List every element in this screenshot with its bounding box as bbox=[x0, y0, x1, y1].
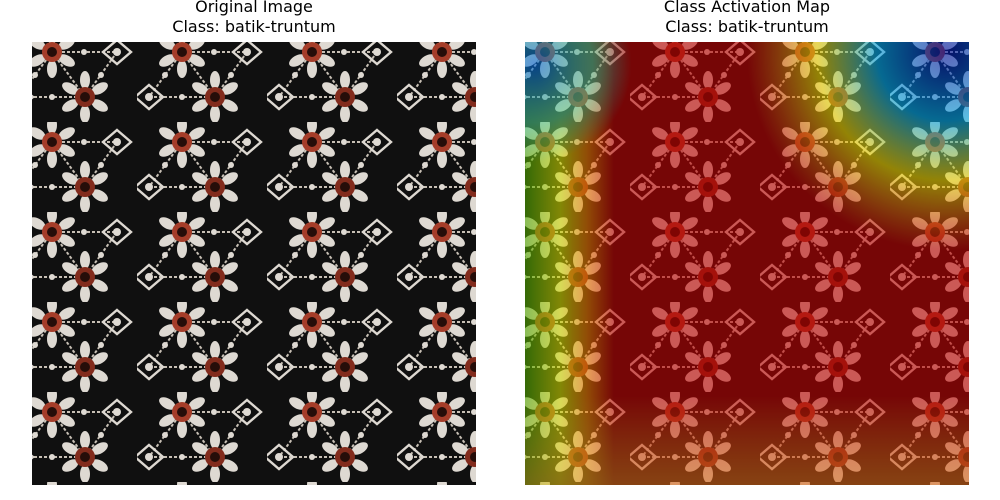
class-activation-map-panel: Class Activation Map Class: batik-truntu… bbox=[525, 0, 969, 500]
original-image-class-label: Class: batik-truntum bbox=[172, 17, 336, 36]
original-image-title-line1: Original Image bbox=[195, 0, 313, 16]
cam-class-label: Class: batik-truntum bbox=[665, 17, 829, 36]
original-image-title: Original Image Class: batik-truntum bbox=[32, 0, 476, 37]
original-image-panel: Original Image Class: batik-truntum bbox=[32, 0, 476, 500]
cam-title: Class Activation Map Class: batik-truntu… bbox=[525, 0, 969, 37]
cam-title-line1: Class Activation Map bbox=[663, 0, 831, 16]
original-batik-image bbox=[32, 42, 476, 485]
class-activation-map-image bbox=[525, 42, 969, 485]
